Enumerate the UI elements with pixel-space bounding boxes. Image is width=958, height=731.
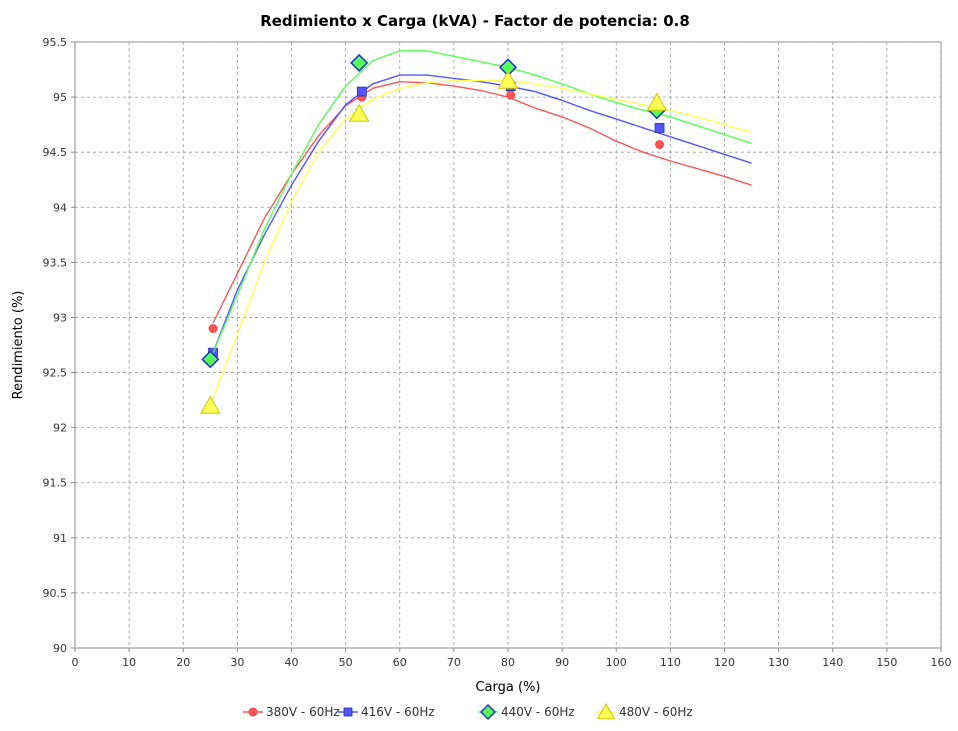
data-point [654, 123, 665, 133]
y-tick-label: 90.5 [43, 587, 68, 600]
data-point [356, 86, 367, 97]
x-tick-label: 20 [176, 656, 190, 669]
series-layer [200, 50, 752, 414]
y-tick-label: 95 [53, 91, 67, 104]
y-tick-label: 93.5 [43, 256, 68, 269]
x-tick-label: 100 [606, 656, 627, 669]
data-point [655, 140, 664, 149]
x-tick-label: 150 [876, 656, 897, 669]
x-tick-label: 160 [931, 656, 952, 669]
x-tick-label: 140 [822, 656, 843, 669]
legend-marker [479, 703, 497, 721]
x-tick-label: 0 [72, 656, 79, 669]
y-tick-label: 94 [53, 201, 67, 214]
y-tick-label: 95.5 [43, 36, 68, 49]
data-point [201, 350, 220, 369]
y-tick-label: 92 [53, 422, 67, 435]
data-point [200, 395, 221, 414]
data-point [506, 90, 516, 100]
chart-title: Redimiento x Carga (kVA) - Factor de pot… [260, 12, 690, 30]
legend-label: 380V - 60Hz [266, 705, 340, 719]
series-line [212, 80, 752, 324]
x-tick-label: 30 [230, 656, 244, 669]
data-point [348, 103, 370, 122]
y-axis-label: Rendimiento (%) [11, 291, 26, 400]
y-tick-label: 94.5 [43, 146, 68, 159]
data-point [350, 53, 369, 72]
x-tick-label: 120 [714, 656, 735, 669]
data-point [208, 324, 218, 333]
x-tick-label: 10 [122, 656, 136, 669]
x-tick-label: 110 [660, 656, 681, 669]
legend-item: 416V - 60Hz [338, 705, 435, 719]
x-tick-label: 40 [285, 656, 299, 669]
y-tick-label: 92.5 [43, 367, 68, 380]
axes: 0 10 20 30 40 50 60 70 80 90 100 110 120 130 140 150 160… [43, 36, 952, 669]
y-tick-label: 91 [53, 532, 67, 545]
legend-item: 440V - 60Hz [478, 703, 575, 721]
legend: 380V - 60Hz 416V - 60Hz 440V - 60Hz 480V - … [243, 702, 693, 721]
data-point [646, 92, 668, 111]
legend-label: 480V - 60Hz [619, 705, 693, 719]
x-axis-label: Carga (%) [475, 680, 540, 695]
x-tick-label: 50 [339, 656, 353, 669]
x-tick-label: 90 [555, 656, 569, 669]
legend-marker [343, 707, 353, 717]
series-line [212, 74, 752, 353]
x-tick-label: 80 [501, 656, 515, 669]
legend-marker [248, 707, 258, 717]
legend-label: 440V - 60Hz [501, 705, 575, 719]
y-tick-label: 93 [53, 311, 67, 324]
x-tick-label: 60 [393, 656, 407, 669]
legend-item: 480V - 60Hz [596, 702, 693, 720]
x-tick-label: 130 [768, 656, 789, 669]
legend-item: 380V - 60Hz [243, 705, 340, 719]
data-point [497, 70, 519, 89]
x-tick-label: 70 [447, 656, 461, 669]
legend-label: 416V - 60Hz [361, 705, 435, 719]
y-tick-label: 91.5 [43, 477, 68, 490]
legend-marker [596, 702, 616, 720]
y-tick-label: 90 [53, 642, 67, 655]
series-4 [200, 70, 752, 414]
